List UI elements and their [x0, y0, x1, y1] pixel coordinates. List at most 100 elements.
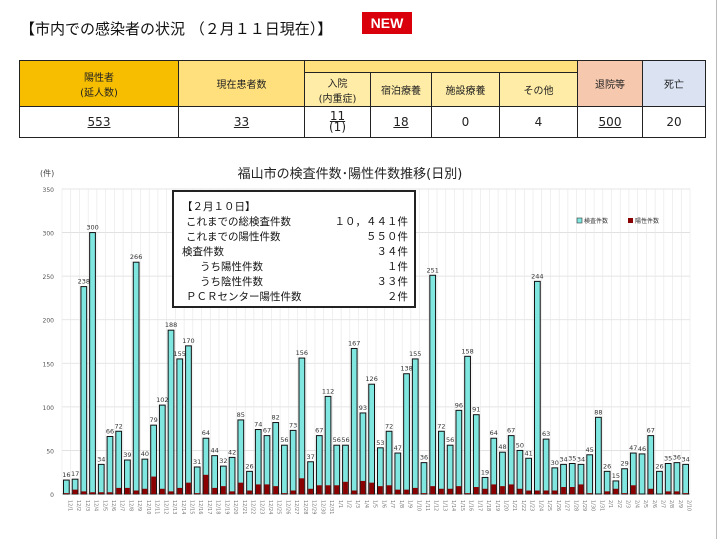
bar-positive — [482, 488, 488, 494]
y-tick-label: 250 — [43, 274, 55, 281]
hospital-link[interactable]: 11 — [329, 109, 346, 123]
summary-label: 検査件数 — [182, 246, 224, 258]
x-tick-label: 12/29 — [311, 500, 317, 514]
x-tick-label: 1/25 — [546, 500, 552, 511]
summary-value: ３４件 — [376, 246, 409, 258]
x-tick-label: 1/15 — [459, 500, 465, 511]
data-label: 35 — [664, 455, 672, 463]
data-label: 36 — [420, 454, 428, 462]
status-table: 陽性者 (延人数) 現在患者数 退院等 死亡 入院 (内重症) 宿泊療養 施設療… — [19, 60, 706, 138]
data-label: 56 — [333, 436, 341, 444]
bar-positive — [622, 493, 627, 494]
value-positive[interactable]: 553 — [19, 106, 179, 138]
bar-tests — [586, 454, 594, 495]
bar-positive — [526, 490, 532, 494]
data-label: 35 — [568, 455, 576, 463]
x-tick-label: 1/29 — [581, 500, 587, 511]
current-link[interactable]: 33 — [233, 115, 250, 129]
x-tick-label: 2/9 — [677, 500, 683, 508]
x-tick-label: 12/6 — [110, 500, 116, 511]
summary-row: 検査件数 ３４件 — [182, 245, 408, 260]
data-label: 66 — [106, 427, 114, 435]
data-label: 17 — [71, 470, 79, 478]
bar-positive — [238, 482, 244, 494]
bar-tests — [647, 435, 655, 495]
data-label: 93 — [359, 404, 367, 412]
bar-tests — [368, 383, 376, 495]
x-tick-label: 12/25 — [276, 500, 282, 514]
x-tick-label: 1/1 — [337, 500, 343, 508]
x-tick-label: 1/12 — [433, 500, 439, 511]
data-label: 138 — [400, 365, 412, 373]
x-tick-label: 12/17 — [206, 500, 212, 514]
summary-value: ２件 — [387, 291, 408, 303]
data-label: 50 — [516, 441, 524, 449]
bar-positive — [517, 488, 523, 494]
x-tick-label: 1/20 — [502, 500, 508, 511]
bar-tests — [106, 435, 114, 495]
bar-tests — [324, 395, 332, 495]
bar-chart: 福山市の検査件数･陽性件数推移(日別) (件) 0 50 100 150 200 250 3… — [40, 166, 692, 514]
data-label: 155 — [174, 350, 186, 358]
bar-tests — [533, 280, 541, 495]
data-label: 34 — [559, 455, 567, 463]
data-label: 39 — [123, 451, 131, 459]
x-tick-label: 1/6 — [380, 500, 386, 508]
x-tick-label: 2/3 — [625, 500, 631, 508]
bar-tests — [420, 462, 428, 495]
bar-positive — [212, 487, 218, 494]
x-tick-label: 12/19 — [223, 500, 229, 514]
summary-label: これまでの陽性件数 — [186, 231, 281, 243]
data-label: 47 — [629, 444, 637, 452]
x-tick-label: 1/3 — [354, 500, 360, 508]
data-label: 26 — [655, 462, 663, 470]
x-tick-label: 12/31 — [328, 500, 334, 514]
hotel-link[interactable]: 18 — [393, 115, 409, 129]
bar-positive — [360, 480, 366, 494]
value-facility: 0 — [431, 106, 500, 138]
data-label: 266 — [130, 253, 142, 261]
header-hotel: 宿泊療養 — [370, 72, 432, 107]
y-tick-label: 100 — [43, 405, 55, 412]
x-tick-label: 2/2 — [616, 500, 622, 508]
data-label: 64 — [490, 429, 498, 437]
bar-positive — [543, 490, 549, 494]
bar-tests — [542, 438, 550, 495]
bar-positive — [491, 484, 497, 494]
summary-label: うち陽性件数 — [200, 261, 263, 273]
bar-tests — [289, 429, 297, 495]
data-label: 244 — [531, 272, 543, 280]
bar-tests — [228, 456, 236, 495]
summary-date: 【２月１０日】 — [182, 201, 256, 213]
x-tick-label: 1/4 — [363, 500, 369, 508]
discharged-link[interactable]: 500 — [598, 115, 622, 129]
bar-positive — [561, 487, 566, 494]
x-tick-label: 12/16 — [197, 500, 203, 514]
bar-positive — [473, 487, 479, 494]
x-tick-label: 1/16 — [468, 500, 474, 511]
value-discharged[interactable]: 500 — [577, 106, 643, 138]
data-label: 16 — [62, 471, 70, 479]
value-hotel[interactable]: 18 — [370, 106, 432, 138]
bar-positive — [630, 485, 636, 494]
bar-tests — [429, 274, 437, 495]
bar-positive — [447, 488, 453, 494]
data-label: 56 — [341, 436, 349, 444]
x-tick-label: 1/9 — [407, 500, 413, 508]
x-tick-label: 1/17 — [476, 500, 482, 511]
data-label: 156 — [296, 349, 308, 357]
positive-link[interactable]: 553 — [87, 115, 111, 129]
x-tick-label: 2/7 — [659, 500, 665, 508]
value-current[interactable]: 33 — [178, 106, 305, 138]
bar-tests — [411, 358, 419, 495]
x-tick-label: 12/13 — [171, 500, 177, 514]
data-label: 45 — [586, 446, 594, 454]
page-title: 【市内での感染者の状況 （２月１１日現在）】 — [20, 20, 333, 38]
bar-tests — [281, 444, 288, 495]
bar-tests — [673, 462, 681, 495]
y-tick-label: 300 — [43, 231, 55, 238]
value-hospital[interactable]: 11 (1) — [304, 106, 371, 138]
bar-positive — [552, 490, 558, 494]
legend-label-tests: 検査件数 — [584, 217, 608, 225]
data-label: 44 — [210, 447, 218, 455]
